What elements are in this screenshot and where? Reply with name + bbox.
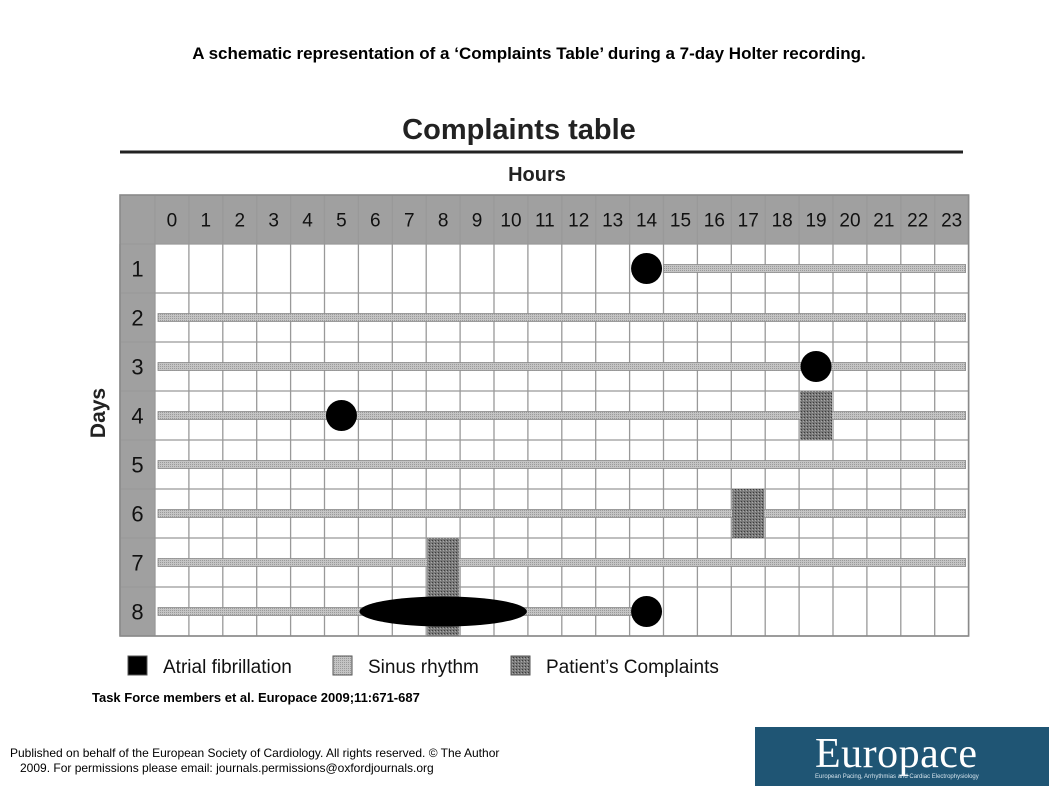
hour-label: 12 — [568, 211, 589, 232]
sinus-rhythm-bar — [663, 264, 967, 273]
legend-swatch-af — [127, 655, 148, 676]
slide-title: A schematic representation of a ‘Complai… — [192, 44, 866, 63]
legend-label-complaint: Patient’s Complaints — [546, 657, 719, 678]
day-label: 3 — [131, 355, 143, 380]
hour-label: 9 — [472, 211, 483, 232]
day-label: 8 — [131, 600, 143, 625]
hour-label: 23 — [941, 211, 962, 232]
logo-wordmark: Europace — [815, 731, 978, 777]
day-label: 6 — [131, 502, 143, 527]
sinus-rhythm-bar — [157, 460, 966, 469]
complaint-block — [800, 391, 832, 440]
hour-label: 17 — [738, 211, 759, 232]
sinus-rhythm-bar — [157, 411, 966, 420]
hour-label: 8 — [438, 211, 449, 232]
grid-border — [119, 194, 970, 637]
days-axis-label: Days — [87, 388, 110, 438]
figure-title: Complaints table — [402, 114, 636, 146]
day-label: 2 — [131, 306, 143, 331]
legend-label-af: Atrial fibrillation — [163, 657, 292, 678]
days-label-column — [120, 195, 155, 636]
legend-swatch-complaint — [510, 655, 531, 676]
sinus-rhythm-bar — [157, 313, 966, 322]
complaints-table-figure: Complaints table Hours Days 0 1 2 3 4 5 6 7 8 9 10… — [87, 114, 970, 678]
hour-label: 6 — [370, 211, 381, 232]
legend-swatch-sinus — [332, 655, 353, 676]
day-label: 4 — [131, 404, 143, 429]
atrial-fibrillation-dot — [631, 253, 663, 284]
hour-label: 0 — [167, 211, 178, 232]
hour-label: 1 — [201, 211, 212, 232]
hour-label: 4 — [302, 211, 313, 232]
day-label: 5 — [131, 453, 143, 478]
hour-label: 21 — [873, 211, 894, 232]
hour-label: 18 — [772, 211, 793, 232]
hour-label: 5 — [336, 211, 347, 232]
atrial-fibrillation-dot — [631, 596, 663, 627]
day-label: 1 — [131, 257, 143, 282]
sinus-rhythm-bar — [157, 362, 966, 371]
hour-label: 2 — [234, 211, 245, 232]
legend-label-sinus: Sinus rhythm — [368, 657, 479, 678]
hour-label: 15 — [670, 211, 691, 232]
atrial-fibrillation-episode — [359, 596, 527, 627]
day-label: 7 — [131, 551, 143, 576]
complaint-block — [732, 489, 765, 538]
hour-label: 13 — [602, 211, 623, 232]
citation: Task Force members et al. Europace 2009;… — [92, 690, 420, 705]
atrial-fibrillation-dot — [325, 400, 357, 431]
sinus-rhythm-bar — [157, 509, 966, 518]
copyright-footer: Published on behalf of the European Soci… — [10, 746, 500, 775]
hours-header-band — [120, 195, 969, 244]
hour-label: 22 — [907, 211, 928, 232]
hour-label: 10 — [500, 211, 521, 232]
hour-label: 14 — [636, 211, 658, 232]
hour-label: 3 — [268, 211, 279, 232]
hours-axis-label: Hours — [508, 164, 566, 186]
hour-label: 20 — [839, 211, 860, 232]
hour-label: 11 — [535, 211, 555, 232]
sinus-rhythm-bar — [157, 558, 966, 567]
logo-tagline: European Pacing, Arrhythmias and Cardiac… — [815, 774, 979, 780]
hour-label: 16 — [704, 211, 725, 232]
europace-logo: Europace European Pacing, Arrhythmias an… — [755, 727, 1049, 786]
hour-label: 7 — [404, 211, 415, 232]
atrial-fibrillation-dot — [800, 351, 832, 382]
hour-label: 19 — [805, 211, 826, 232]
